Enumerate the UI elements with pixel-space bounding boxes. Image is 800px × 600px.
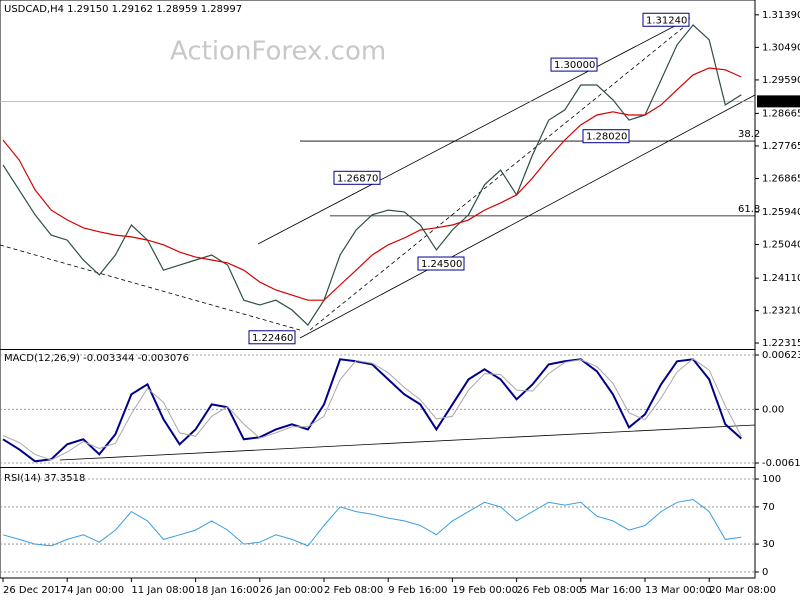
y-tick-label: 30 bbox=[762, 539, 775, 550]
annotation-box bbox=[417, 256, 465, 271]
x-tick-label: 2 Feb 08:00 bbox=[324, 585, 383, 596]
y-tick-label: 1.22315 bbox=[762, 338, 800, 349]
rsi-title: RSI(14) 37.3518 bbox=[4, 473, 85, 484]
watermark: ActionForex.com bbox=[170, 37, 386, 67]
annotation-label: 1.30000 bbox=[554, 60, 595, 71]
plot-frame bbox=[0, 0, 756, 579]
last-price-label: 1.28997 bbox=[761, 96, 800, 107]
y-tick-label: 1.26865 bbox=[762, 173, 800, 184]
annotation-box bbox=[248, 330, 296, 345]
x-tick-label: 4 Jan 00:00 bbox=[67, 585, 124, 596]
x-tick-label: 9 Feb 16:00 bbox=[388, 585, 447, 596]
annotation-box bbox=[333, 170, 381, 185]
x-tick-label: 5 Mar 16:00 bbox=[581, 585, 641, 596]
macd-title: MACD(12,26,9) -0.003344 -0.003076 bbox=[4, 353, 189, 364]
x-tick-label: 26 Feb 08:00 bbox=[517, 585, 583, 596]
annotation-box bbox=[582, 129, 630, 144]
annotation-label: 1.31240 bbox=[646, 15, 687, 26]
y-tick-label: 1.24110 bbox=[762, 273, 800, 284]
last-price-box bbox=[757, 95, 800, 108]
chart-title: USDCAD,H4 1.29150 1.29162 1.28959 1.2899… bbox=[4, 4, 242, 15]
annotation-label: 1.26870 bbox=[337, 173, 378, 184]
x-tick-label: 18 Jan 16:00 bbox=[196, 585, 259, 596]
y-tick-label: 1.28665 bbox=[762, 108, 800, 119]
x-tick-label: 26 Dec 2017 bbox=[3, 585, 67, 596]
y-tick-label: 70 bbox=[762, 502, 775, 513]
y-tick-label: 0.00 bbox=[762, 404, 784, 415]
x-tick-label: 11 Jan 08:00 bbox=[131, 585, 194, 596]
series-line bbox=[2, 67, 742, 301]
annotation-box bbox=[642, 12, 690, 27]
y-tick-label: 0 bbox=[762, 567, 768, 578]
channel-mid bbox=[309, 21, 691, 331]
fib-label: 38.2 bbox=[738, 129, 760, 140]
channel-upper bbox=[257, 17, 691, 245]
series-line bbox=[2, 24, 742, 327]
annotation-box bbox=[550, 57, 598, 72]
y-tick-label: 1.31390 bbox=[762, 10, 800, 21]
y-tick-label: 0.006232 bbox=[762, 350, 800, 361]
support-line bbox=[0, 244, 301, 331]
y-tick-label: 1.27765 bbox=[762, 141, 800, 152]
annotation-label: 1.28020 bbox=[586, 132, 627, 143]
x-tick-label: 13 Mar 00:00 bbox=[645, 585, 712, 596]
y-tick-label: 1.23210 bbox=[762, 306, 800, 317]
y-tick-label: 100 bbox=[762, 474, 781, 485]
series-line bbox=[2, 358, 742, 461]
y-tick-label: 1.25040 bbox=[762, 239, 800, 250]
y-tick-label: -0.006163 bbox=[762, 458, 800, 469]
annotation-label: 1.24500 bbox=[421, 259, 462, 270]
x-tick-label: 20 Mar 08:00 bbox=[709, 585, 776, 596]
fib-label: 61.8 bbox=[738, 204, 760, 215]
y-tick-label: 1.30490 bbox=[762, 42, 800, 53]
macd-trendline bbox=[59, 424, 756, 461]
annotation-label: 1.22460 bbox=[252, 333, 293, 344]
series-line bbox=[2, 498, 742, 547]
series-line bbox=[2, 358, 742, 463]
x-tick-label: 26 Jan 00:00 bbox=[260, 585, 323, 596]
x-tick-label: 19 Feb 00:00 bbox=[452, 585, 518, 596]
y-tick-label: 1.25940 bbox=[762, 207, 800, 218]
channel-lower bbox=[299, 94, 756, 339]
y-tick-label: 1.29590 bbox=[762, 75, 800, 86]
